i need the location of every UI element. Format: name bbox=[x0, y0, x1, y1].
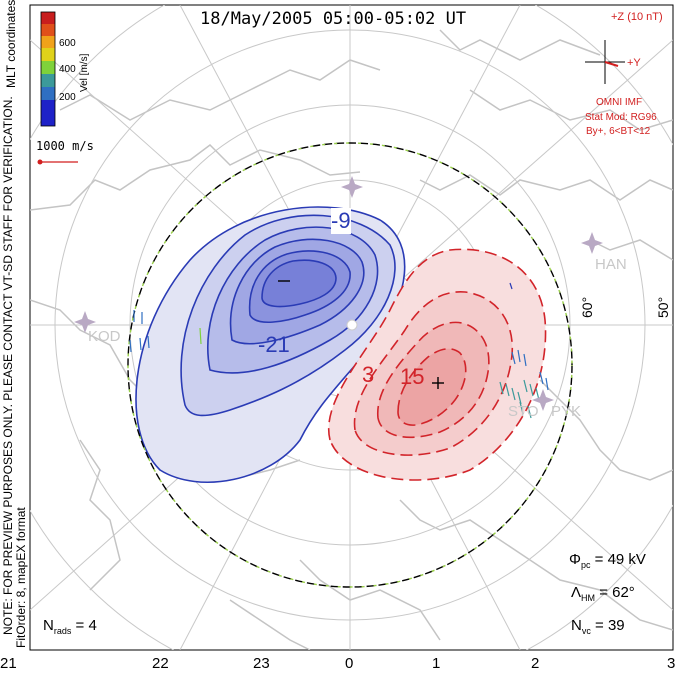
mlt-tick-23: 23 bbox=[253, 655, 270, 672]
contour-label-neg-21: -21 bbox=[258, 332, 290, 357]
station-markers bbox=[74, 176, 603, 411]
lat-label-60: 60° bbox=[579, 296, 595, 318]
colorbar-tick-400: 400 bbox=[59, 64, 76, 75]
mlt-tick-0: 0 bbox=[345, 655, 354, 672]
imf-source: OMNI IMF bbox=[596, 97, 643, 108]
coordinates-label: MLT coordinates bbox=[4, 0, 18, 88]
station-kod: KOD bbox=[88, 328, 121, 345]
station-pyk: PYK bbox=[551, 403, 582, 420]
contour-label-neg-9: -9 bbox=[331, 208, 351, 234]
colorbar-tick-200: 200 bbox=[59, 92, 76, 103]
imf-condition: By+, 6<BT<12 bbox=[586, 126, 651, 137]
imf-dial bbox=[585, 40, 625, 84]
mlt-tick-21: 21 bbox=[0, 655, 17, 672]
colorbar-tick-600: 600 bbox=[59, 38, 76, 49]
imf-model: Stat Mod: RG96 bbox=[585, 112, 657, 123]
extrema-markers bbox=[278, 280, 444, 389]
station-han: HAN bbox=[595, 256, 627, 273]
hm-boundary-vectors bbox=[127, 142, 573, 588]
fit-order-note: FitOrder: 8, mapEX format bbox=[14, 507, 28, 648]
preview-note: NOTE: FOR PREVIEW PURPOSES ONLY. PLEASE … bbox=[1, 96, 15, 635]
map-title: 18/May/2005 05:00-05:02 UT bbox=[200, 9, 467, 29]
mlt-tick-2: 2 bbox=[531, 655, 540, 672]
vector-scale-arrow bbox=[37, 159, 78, 165]
contour-neg-6 bbox=[261, 259, 337, 308]
mlt-tick-3: 3 bbox=[667, 655, 676, 672]
lat-label-50: 50° bbox=[655, 296, 671, 318]
contour-label-pos-3: 3 bbox=[362, 362, 375, 387]
phi-pc-stat: Φpc = 49 kV bbox=[569, 551, 646, 570]
mlt-tick-1: 1 bbox=[432, 655, 441, 672]
n-vc-stat: Nvc = 39 bbox=[571, 617, 625, 636]
colorbar-label: Vel [m/s] bbox=[79, 53, 90, 92]
contour-label-pos-15: 15 bbox=[400, 364, 425, 389]
positive-cell bbox=[327, 248, 547, 481]
contour-pos-4 bbox=[397, 348, 467, 426]
imf-y-label: +Y bbox=[627, 57, 641, 69]
colorbar bbox=[40, 11, 56, 127]
negative-cell bbox=[135, 206, 406, 483]
n-rads-stat: Nrads = 4 bbox=[43, 617, 97, 636]
vector-scale-label: 1000 m/s bbox=[36, 139, 94, 153]
pole-marker bbox=[346, 319, 358, 331]
station-sto: STO bbox=[508, 403, 539, 420]
lambda-hm-stat: ΛHM = 62° bbox=[571, 584, 635, 603]
mlt-tick-22: 22 bbox=[152, 655, 169, 672]
imf-scale: +Z (10 nT) bbox=[611, 11, 663, 23]
